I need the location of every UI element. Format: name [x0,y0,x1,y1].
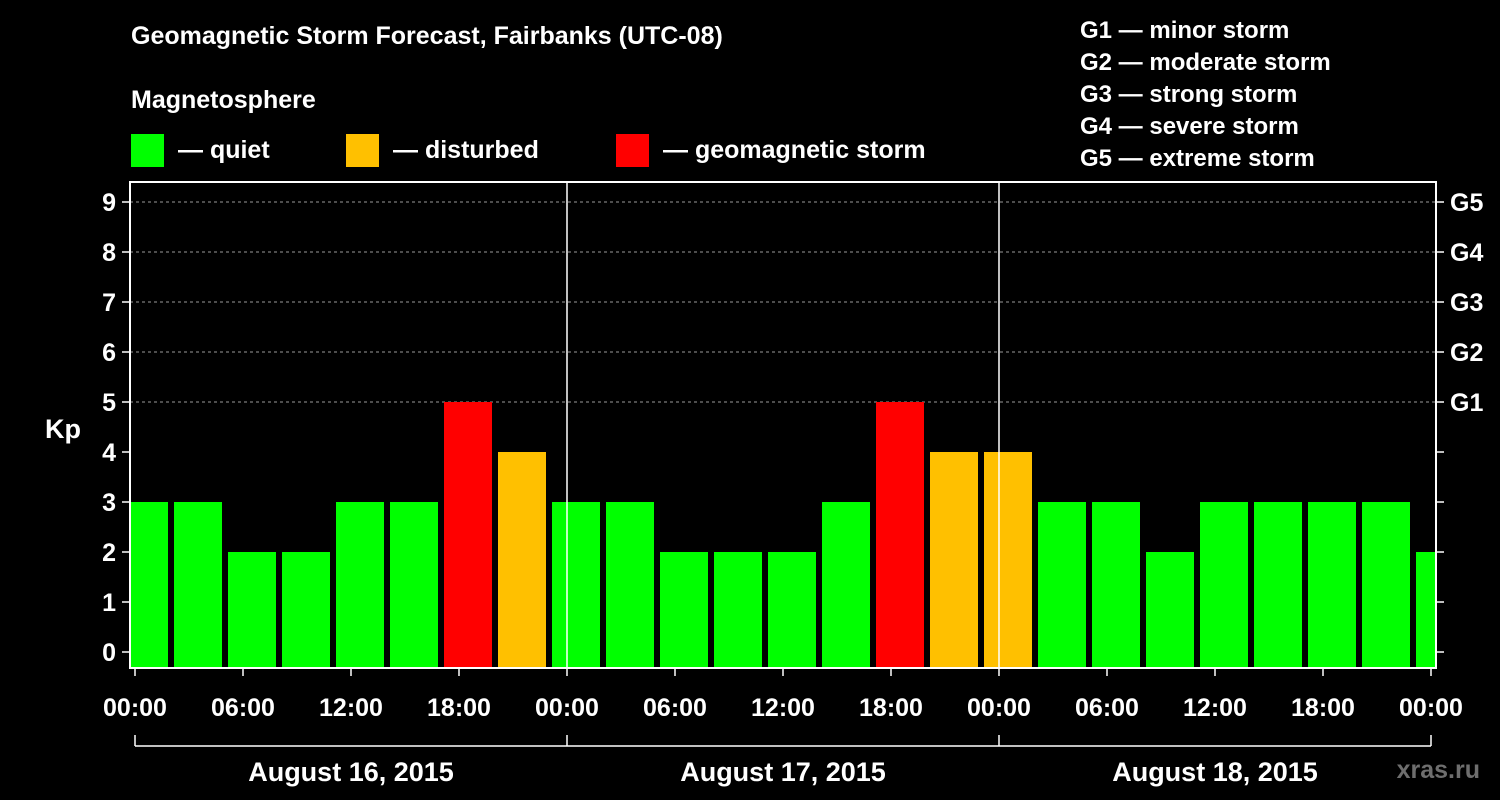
bar-1 [174,502,222,668]
legend-swatch-storm [616,133,649,167]
y-tick-label-6: 6 [102,339,116,367]
x-tick-label-11: 18:00 [1291,694,1355,722]
y-tick-label-9: 9 [102,189,116,217]
watermark: xras.ru [1396,756,1480,784]
bar-15 [930,452,978,668]
x-tick-label-4: 00:00 [535,694,599,722]
bar-3 [282,552,330,668]
bar-24 [1416,552,1436,668]
x-tick-label-9: 06:00 [1075,694,1139,722]
y-tick-label-8: 8 [102,239,116,267]
y-tick-label-2: 2 [102,539,116,567]
bar-18 [1092,502,1140,668]
y-axis-label: Kp [45,414,81,444]
bar-9 [606,502,654,668]
x-tick-label-10: 12:00 [1183,694,1247,722]
storm-scale-g5: G5 — extreme storm [1080,145,1315,172]
legend-swatch-disturbed [346,133,379,167]
x-tick-label-0: 00:00 [103,694,167,722]
bar-16 [984,452,1032,668]
y-tick-label-5: 5 [102,389,116,417]
bar-6 [444,402,492,668]
y-tick-label-3: 3 [102,489,116,517]
day-label-2: August 17, 2015 [680,757,886,787]
x-tick-label-1: 06:00 [211,694,275,722]
bar-10 [660,552,708,668]
bar-11 [714,552,762,668]
legend-label-storm: — geomagnetic storm [663,135,926,164]
y-tick-label-1: 1 [102,589,116,617]
day-label-1: August 16, 2015 [248,757,454,787]
chart-title: Geomagnetic Storm Forecast, Fairbanks (U… [131,22,723,50]
legend-item-quiet: — quiet [131,133,270,167]
x-tick-label-6: 12:00 [751,694,815,722]
bar-22 [1308,502,1356,668]
legend-label-disturbed: — disturbed [393,135,539,164]
legend-swatch-quiet [131,133,164,167]
legend-item-storm: — geomagnetic storm [616,133,926,167]
bar-17 [1038,502,1086,668]
bar-2 [228,552,276,668]
x-tick-label-12: 00:00 [1399,694,1463,722]
bar-8 [552,502,600,668]
bars-group [130,402,1436,668]
bar-4 [336,502,384,668]
storm-scale-g4: G4 — severe storm [1080,113,1299,140]
storm-scale-legend: G1 — minor storm G2 — moderate storm G3 … [1080,15,1331,175]
bar-19 [1146,552,1194,668]
x-tick-label-3: 18:00 [427,694,491,722]
bar-5 [390,502,438,668]
g-scale-label-g3: G3 [1450,289,1483,317]
bar-21 [1254,502,1302,668]
y-tick-label-0: 0 [102,639,116,667]
bar-12 [768,552,816,668]
x-tick-label-2: 12:00 [319,694,383,722]
x-tick-label-8: 00:00 [967,694,1031,722]
bar-20 [1200,502,1248,668]
g-scale-label-g1: G1 [1450,389,1483,417]
storm-scale-g1: G1 — minor storm [1080,17,1290,44]
bar-0 [130,502,168,668]
g-scale-label-g5: G5 [1450,189,1483,217]
legend-item-disturbed: — disturbed [346,133,539,167]
bar-7 [498,452,546,668]
g-scale-label-g4: G4 [1450,239,1483,267]
g-scale-label-g2: G2 [1450,339,1483,367]
y-tick-label-4: 4 [102,439,116,467]
legend-heading: Magnetosphere [131,86,316,114]
x-tick-label-7: 18:00 [859,694,923,722]
x-tick-label-5: 06:00 [643,694,707,722]
legend-label-quiet: — quiet [178,135,270,164]
day-label-3: August 18, 2015 [1112,757,1318,787]
storm-scale-g2: G2 — moderate storm [1080,49,1331,76]
bar-23 [1362,502,1410,668]
bar-14 [876,402,924,668]
storm-scale-g3: G3 — strong storm [1080,81,1298,108]
y-tick-label-7: 7 [102,289,116,317]
bar-13 [822,502,870,668]
